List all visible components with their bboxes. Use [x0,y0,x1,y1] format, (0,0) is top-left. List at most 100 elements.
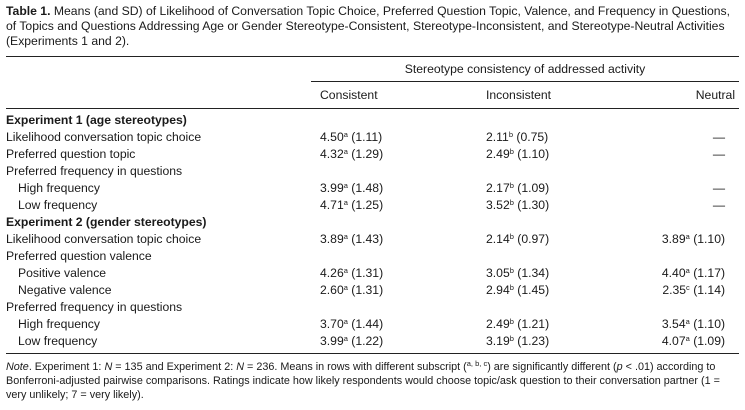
cell-mean: 2.94 [486,283,510,297]
cell-mean: 2.49 [486,317,510,331]
cell-mean: 2.17 [486,181,510,195]
cell-sd: (1.10) [517,147,550,161]
cell-mean: 3.89 [661,232,686,246]
cell-subscript: b [509,198,514,207]
cell-sd: (1.10) [693,232,726,246]
cell-mean: 4.50 [320,130,344,144]
cell-subscript: b [508,130,513,139]
cell-neutral: — [643,146,739,163]
cell-sd: (1.44) [351,317,384,331]
table-row: Low frequency 4.71a (1.25) 3.52b (1.30) — [6,197,739,214]
cell-mean: 4.26 [320,266,344,280]
table-row: Likelihood conversation topic choice 3.89… [6,231,739,248]
cell-subscript: a [343,283,348,292]
cell-subscript: b [509,317,514,326]
cell-sd: (1.31) [351,266,384,280]
section-header: Experiment 2 (gender stereotypes) [6,215,207,229]
cell-mean: 3.19 [486,334,510,348]
row-label: Low frequency [18,198,98,212]
cell-inconsistent: 3.05b (1.34) [477,265,643,282]
subgroup-row: Preferred frequency in questions [6,299,739,316]
empty-cell-dash: — [712,147,726,161]
empty-cell-dash: — [712,130,726,144]
cell-subscript: b [509,266,514,275]
table-label: Table 1. [6,4,51,18]
cell-consistent: 4.26a (1.31) [311,265,477,282]
cell-subscript: a [343,266,348,275]
cell-subscript: b [509,181,514,190]
cell-sd: (1.21) [517,317,550,331]
column-header-consistent: Consistent [311,81,477,109]
cell-inconsistent: 2.11b (0.75) [477,129,643,146]
top-rule [6,56,739,57]
cell-sd: (1.09) [693,334,726,348]
cell-sd: (1.09) [517,181,550,195]
cell-mean: 4.32 [320,147,344,161]
empty-cell-dash: — [712,181,726,195]
cell-sd: (1.29) [351,147,384,161]
table-row: Positive valence 4.26a (1.31) 3.05b (1.34)… [6,265,739,282]
cell-sd: (1.17) [693,266,726,280]
column-spanner-row: Stereotype consistency of addressed acti… [6,57,739,82]
cell-neutral: 4.07a (1.09) [643,333,739,350]
subgroup-label: Preferred question valence [6,249,152,263]
cell-neutral: — [643,197,739,214]
cell-subscript: a [343,130,348,139]
note-text: = 135 and Experiment 2: [112,361,237,373]
note-subscripts: a, b, c [466,359,488,368]
cell-subscript: b [509,334,514,343]
cell-subscript: a [685,317,690,326]
cell-inconsistent: 2.49b (1.10) [477,146,643,163]
cell-sd: (1.25) [351,198,384,212]
cell-sd: (1.43) [351,232,384,246]
cell-sd: (1.45) [517,283,550,297]
cell-sd: (1.34) [517,266,550,280]
row-label: Preferred question topic [6,147,136,161]
cell-subscript: b [509,283,514,292]
table-row: High frequency 3.70a (1.44) 2.49b (1.21) 3.… [6,316,739,333]
cell-inconsistent: 3.19b (1.23) [477,333,643,350]
table-row: Preferred question topic 4.32a (1.29) 2.49… [6,146,739,163]
cell-inconsistent: 2.49b (1.21) [477,316,643,333]
cell-consistent: 4.50a (1.11) [311,129,477,146]
subgroup-row: Preferred question valence [6,248,739,265]
table-row: Low frequency 3.99a (1.22) 3.19b (1.23) 4.0… [6,333,739,350]
row-label: Likelihood conversation topic choice [6,130,202,144]
subgroup-row: Preferred frequency in questions [6,163,739,180]
column-spanner: Stereotype consistency of addressed acti… [404,61,646,76]
cell-subscript: a [343,181,348,190]
cell-mean: 2.14 [486,232,510,246]
cell-sd: (0.97) [517,232,550,246]
cell-sd: (1.31) [351,283,384,297]
table-body: Experiment 1 (age stereotypes) Likelihood… [6,112,739,350]
cell-sd: (1.23) [517,334,550,348]
cell-neutral: — [643,129,739,146]
table-figure: Table 1. Means (and SD) of Likelihood of… [6,4,740,402]
cell-subscript: a [343,198,348,207]
table-row: Likelihood conversation topic choice 4.50… [6,129,739,146]
cell-sd: (1.22) [351,334,384,348]
cell-subscript: a [685,334,690,343]
cell-subscript: a [343,317,348,326]
cell-sd: (0.75) [516,130,549,144]
cell-sd: (1.11) [351,130,383,144]
cell-sd: (1.10) [693,317,726,331]
cell-mean: 4.07 [661,334,686,348]
cell-inconsistent: 2.17b (1.09) [477,180,643,197]
bottom-rule [6,353,739,354]
cell-neutral: 3.54a (1.10) [643,316,739,333]
cell-sd: (1.14) [693,283,726,297]
cell-mean: 4.71 [320,198,344,212]
cell-sd: (1.30) [517,198,550,212]
table-row: Negative valence 2.60a (1.31) 2.94b (1.45)… [6,282,739,299]
row-label: High frequency [18,317,100,331]
cell-mean: 2.49 [486,147,510,161]
cell-mean: 2.60 [320,283,344,297]
column-header-neutral: Neutral [643,81,740,109]
cell-mean: 2.35 [662,283,687,297]
subgroup-label: Preferred frequency in questions [6,300,183,314]
table-note: Note. Experiment 1: N = 135 and Experime… [6,360,739,402]
data-table: Stereotype consistency of addressed acti… [6,57,740,350]
cell-mean: 3.99 [320,181,344,195]
cell-consistent: 3.89a (1.43) [311,231,477,248]
